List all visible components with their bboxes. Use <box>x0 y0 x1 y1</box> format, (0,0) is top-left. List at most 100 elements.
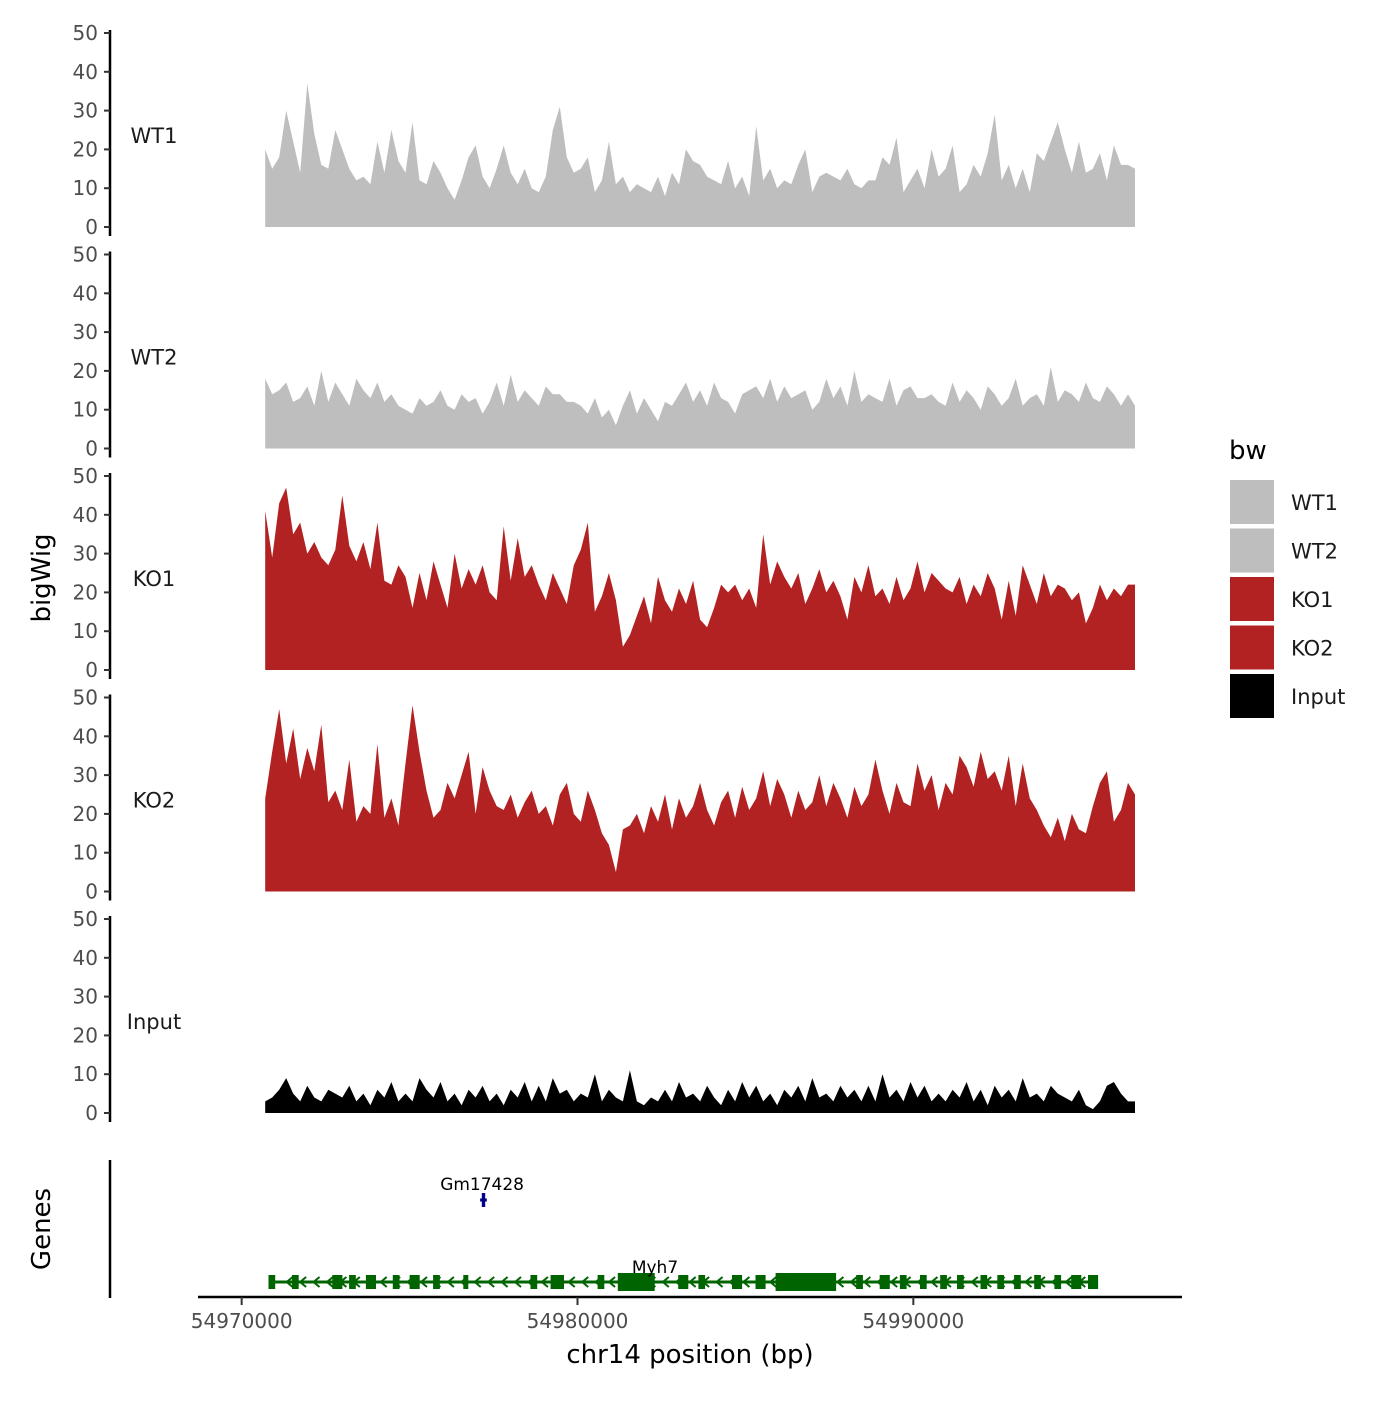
legend-key-wt2 <box>1230 528 1274 573</box>
gene-exon <box>997 1275 1004 1289</box>
gene-exon <box>332 1275 343 1289</box>
strand-arrow <box>674 1276 683 1288</box>
strand-arrow <box>1010 1276 1019 1288</box>
strand-arrow <box>620 1276 630 1288</box>
strand-arrow <box>849 1276 858 1288</box>
strand-arrow <box>943 1276 952 1288</box>
gene-exon <box>1014 1275 1021 1289</box>
x-axis-title: chr14 position (bp) <box>566 1340 813 1370</box>
strand-arrow <box>365 1276 374 1288</box>
y-tick-label: 0 <box>85 658 98 682</box>
strand-arrow <box>1064 1276 1073 1288</box>
y-tick-label: 40 <box>73 946 98 970</box>
gene-myh7: Myh7 <box>268 1258 1099 1291</box>
coverage-area-wt2 <box>265 367 1135 449</box>
y-tick-label: 0 <box>85 880 98 904</box>
strand-arrow <box>688 1276 697 1288</box>
strand-arrow <box>782 1276 791 1288</box>
strand-arrow <box>419 1276 428 1288</box>
strand-arrow <box>486 1276 495 1288</box>
strand-arrow <box>970 1276 979 1288</box>
strand-arrow <box>809 1276 818 1288</box>
gene-exon <box>957 1275 964 1289</box>
track-panel-input: 0 10 20 30 40 50 Input <box>73 907 1135 1125</box>
strand-arrow <box>956 1276 965 1288</box>
y-tick-label: 50 <box>73 464 98 488</box>
strand-arrow <box>446 1276 455 1288</box>
x-tick-label: 54980000 <box>527 1309 629 1333</box>
gene-exon <box>1054 1275 1062 1289</box>
gene-gm17428: Gm17428 <box>440 1175 524 1207</box>
y-tick-label: 20 <box>73 359 98 383</box>
tracks-group: 0 10 20 30 40 50 WT1 0 10 20 30 40 50 WT2 0 10 20 30 40 50 K… <box>73 21 1135 1125</box>
x-tick-label: 54990000 <box>862 1309 964 1333</box>
gene-exon <box>481 1193 486 1207</box>
y-tick-label: 20 <box>73 1023 98 1047</box>
gene-exon <box>292 1275 299 1289</box>
legend-key-input <box>1230 674 1274 718</box>
gene-label-gm17428: Gm17428 <box>440 1175 524 1195</box>
gene-exon <box>409 1275 420 1289</box>
y-tick-label: 30 <box>73 320 98 344</box>
strand-arrow <box>379 1276 388 1288</box>
gene-exon <box>920 1275 927 1289</box>
track-label-input: Input <box>127 1010 181 1034</box>
strand-arrow <box>647 1276 657 1288</box>
legend-key-wt1 <box>1230 480 1274 524</box>
strand-arrow <box>1077 1276 1086 1288</box>
legend-key-ko2 <box>1230 625 1274 670</box>
strand-arrow <box>352 1276 361 1288</box>
x-tick-label: 54970000 <box>191 1309 293 1333</box>
strand-arrow <box>325 1276 334 1288</box>
y-tick-label: 30 <box>73 763 98 787</box>
gene-exon <box>856 1275 863 1289</box>
gene-exon <box>1071 1275 1082 1289</box>
track-panel-wt1: 0 10 20 30 40 50 WT1 <box>73 21 1135 239</box>
strand-arrow <box>714 1276 724 1288</box>
strand-arrow <box>876 1276 885 1288</box>
y-tick-label: 10 <box>73 841 98 865</box>
gene-exon <box>550 1275 564 1289</box>
gene-exon <box>775 1273 837 1291</box>
track-label-wt2: WT2 <box>131 346 178 370</box>
legend: bw WT1 WT2 KO1 KO2 Input <box>1229 436 1345 718</box>
strand-arrow <box>298 1276 307 1288</box>
strand-arrow <box>406 1276 415 1288</box>
track-panel-wt2: 0 10 20 30 40 50 WT2 <box>73 243 1135 461</box>
legend-key-ko1 <box>1230 577 1274 621</box>
gene-exon <box>597 1275 605 1289</box>
legend-title: bw <box>1229 436 1267 466</box>
gene-label-myh7: Myh7 <box>632 1258 678 1278</box>
coverage-area-input <box>265 1070 1135 1113</box>
strand-arrow <box>1023 1276 1033 1288</box>
gene-exon <box>530 1275 538 1289</box>
strand-arrow <box>285 1276 294 1288</box>
strand-arrow <box>607 1276 616 1288</box>
track-panel-ko2: 0 10 20 30 40 50 KO2 <box>73 686 1135 904</box>
legend-label-wt1: WT1 <box>1291 491 1338 515</box>
y-tick-label: 40 <box>73 281 98 305</box>
y-tick-label: 40 <box>73 503 98 527</box>
legend-label-wt2: WT2 <box>1291 540 1338 564</box>
strand-arrow <box>997 1276 1006 1288</box>
strand-arrow <box>929 1276 939 1288</box>
strand-arrow <box>540 1276 549 1288</box>
strand-arrow <box>728 1276 737 1288</box>
gene-exon <box>879 1275 890 1289</box>
strand-arrow <box>553 1276 562 1288</box>
y-tick-label: 40 <box>73 60 98 84</box>
strand-arrow <box>580 1276 589 1288</box>
gene-exon <box>463 1275 469 1289</box>
coverage-area-wt1 <box>265 83 1135 228</box>
strand-arrow <box>1037 1276 1046 1288</box>
strand-arrow <box>795 1276 804 1288</box>
strand-arrow <box>822 1276 831 1288</box>
gene-exon <box>755 1275 766 1289</box>
strand-arrow <box>567 1276 576 1288</box>
coverage-area-ko1 <box>265 487 1135 670</box>
y-tick-label: 40 <box>73 724 98 748</box>
y-tick-label: 20 <box>73 802 98 826</box>
gene-exon <box>732 1275 743 1289</box>
y-tick-label: 0 <box>85 1101 98 1125</box>
